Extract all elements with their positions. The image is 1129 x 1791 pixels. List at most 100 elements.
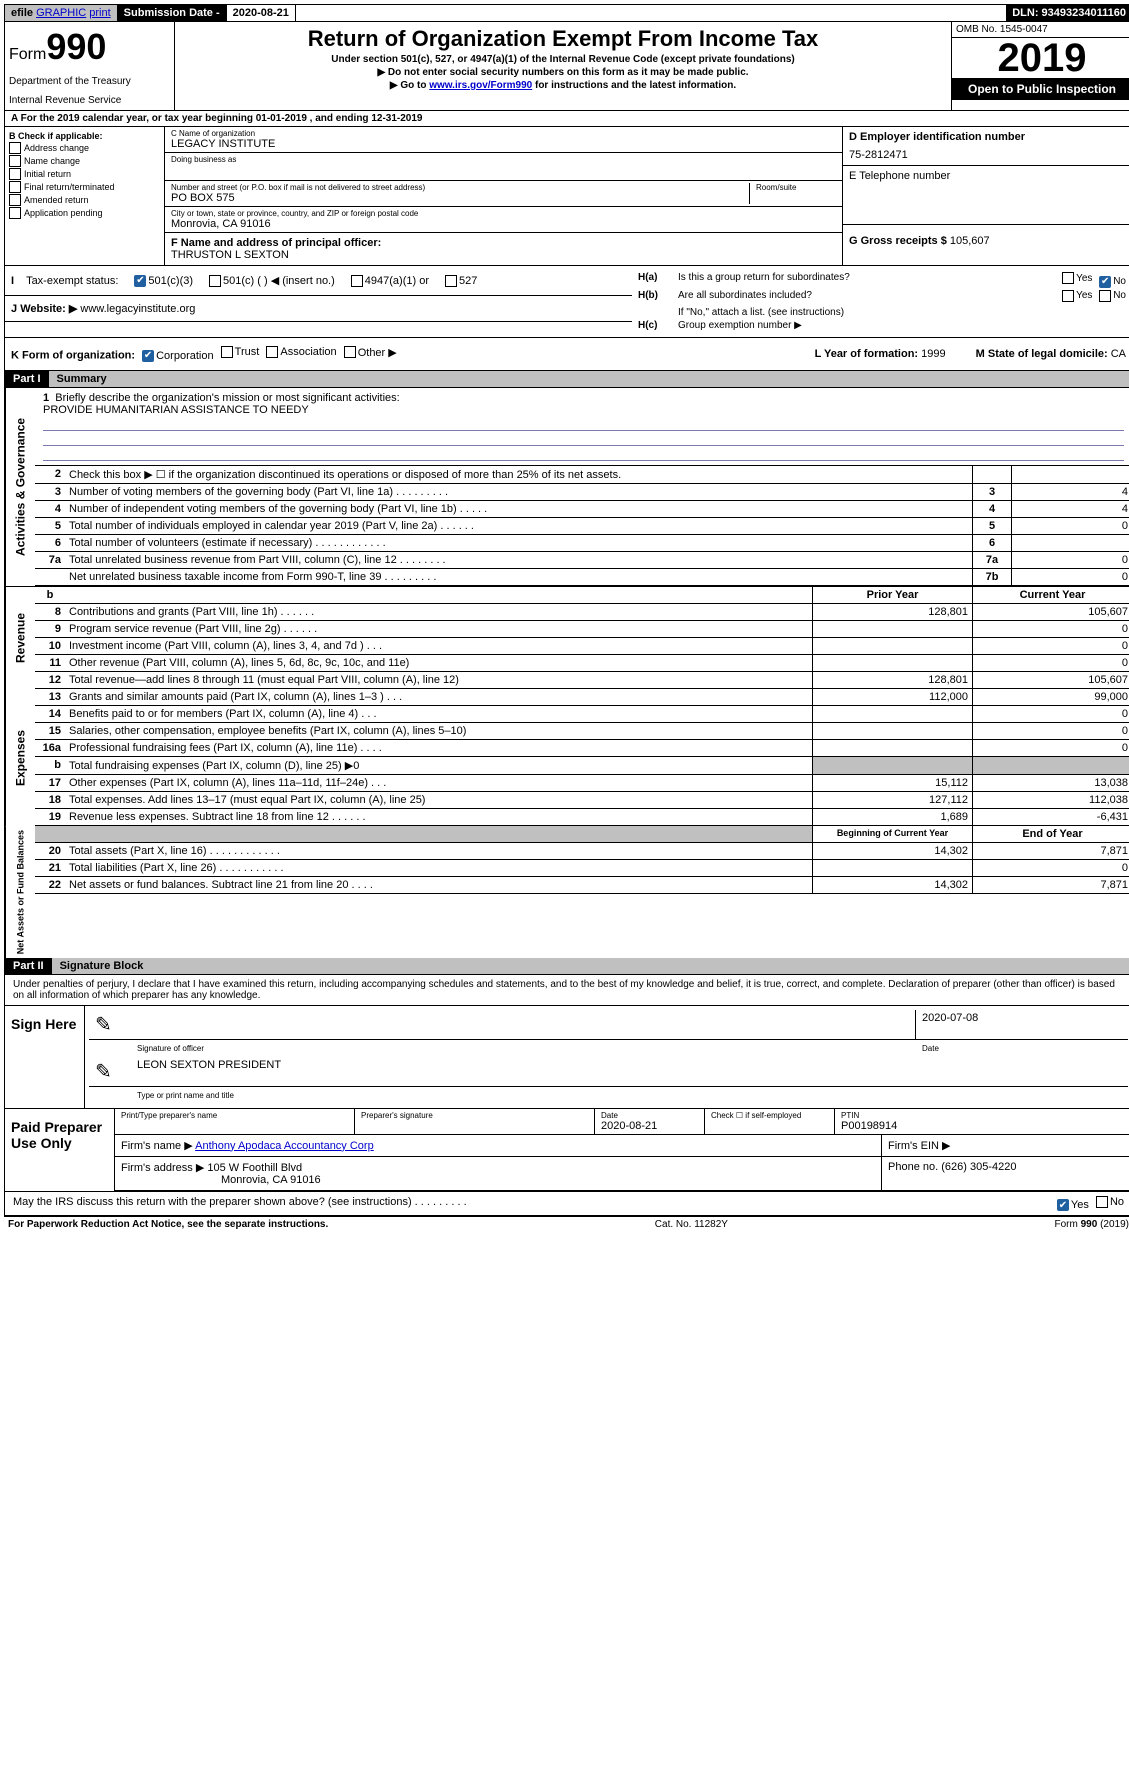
current-val: 0 [972,638,1129,654]
j-url: www.legacyinstitute.org [80,303,195,315]
opt-501c[interactable]: 501(c) ( ) ◀ (insert no.) [209,274,335,287]
firm-name[interactable]: Anthony Apodaca Accountancy Corp [195,1140,374,1152]
firm-addr1: 105 W Foothill Blvd [207,1162,302,1174]
row-num: 19 [35,809,65,825]
hb-no[interactable]: No [1099,290,1126,302]
row-k: K Form of organization: ✔Corporation Tru… [4,338,1129,371]
top-bar: efile GRAPHIC print Submission Date - 20… [4,4,1129,22]
chk-pending[interactable]: Application pending [9,207,160,219]
data-row: 22 Net assets or fund balances. Subtract… [35,877,1129,894]
chk-name[interactable]: Name change [9,155,160,167]
current-val: 7,871 [972,843,1129,859]
governance-row: 6 Total number of volunteers (estimate i… [35,535,1129,552]
ha-yes[interactable]: Yes [1062,272,1092,284]
row-val: 4 [1012,501,1129,517]
checkbox-icon [9,155,21,167]
k-assoc[interactable]: Association [266,346,336,358]
current-val: 105,607 [972,672,1129,688]
irs-link[interactable]: www.irs.gov/Form990 [429,80,532,91]
name-title: LEON SEXTON PRESIDENT [131,1057,1128,1086]
hc-text: Group exemption number ▶ [678,320,1126,331]
governance-row: 3 Number of voting members of the govern… [35,484,1129,501]
hb-note: If "No," attach a list. (see instruction… [678,307,1126,318]
blank-line [43,416,1124,431]
row-val: 0 [1012,518,1129,534]
chk-amended[interactable]: Amended return [9,194,160,206]
part2-subtitle: Signature Block [52,958,1129,974]
checkbox-icon [1062,290,1074,302]
governance-section: Activities & Governance 1 Briefly descri… [4,388,1129,586]
k-corp[interactable]: ✔Corporation [142,350,213,362]
g-block: G Gross receipts $ 105,607 [843,225,1129,257]
data-row: 8 Contributions and grants (Part VIII, l… [35,604,1129,621]
row-text: Total liabilities (Part X, line 26) . . … [65,860,812,876]
dln: DLN: 93493234011160 [1006,5,1129,21]
current-val: 0 [972,706,1129,722]
b-cell: b [35,587,65,603]
chk-initial[interactable]: Initial return [9,168,160,180]
ha-no[interactable]: ✔No [1099,276,1126,288]
part2-header: Part II Signature Block [4,958,1129,975]
row-text: Net assets or fund balances. Subtract li… [65,877,812,893]
discuss-no[interactable]: No [1096,1196,1124,1208]
current-val: 0 [972,621,1129,637]
ha-label: H(a) [638,272,678,288]
data-row: 19 Revenue less expenses. Subtract line … [35,809,1129,826]
prior-val: 1,689 [812,809,972,825]
i-text: Tax-exempt status: [26,275,118,287]
discuss-yes[interactable]: ✔Yes [1057,1199,1089,1211]
hb-label: H(b) [638,290,678,305]
row-text: Revenue less expenses. Subtract line 18 … [65,809,812,825]
row-num: 6 [35,535,65,551]
governance-row: 4 Number of independent voting members o… [35,501,1129,518]
row-text: Program service revenue (Part VIII, line… [65,621,812,637]
checkbox-icon [9,207,21,219]
hb-text: Are all subordinates included? [678,290,1058,305]
sub3-post: for instructions and the latest informat… [532,80,736,91]
current-val: -6,431 [972,809,1129,825]
opt-4947[interactable]: 4947(a)(1) or [351,275,429,287]
expenses-body: 13 Grants and similar amounts paid (Part… [35,689,1129,826]
prior-val [812,860,972,876]
hb-yes[interactable]: Yes [1062,290,1092,302]
sig-officer-label: Signature of officer [131,1042,916,1055]
row-text: Total number of individuals employed in … [65,518,972,534]
pr-ptin-val: P00198914 [841,1120,1126,1132]
row-num: 16a [35,740,65,756]
pr-check-label: Check ☐ if self-employed [711,1111,828,1120]
current-val [972,757,1129,774]
entity-block: B Check if applicable: Address change Na… [4,127,1129,265]
org-name: LEGACY INSTITUTE [171,138,836,150]
g-label: G Gross receipts $ [849,235,950,247]
governance-row: 5 Total number of individuals employed i… [35,518,1129,535]
revenue-body: b Prior Year Current Year 8 Contribution… [35,587,1129,689]
opt-527[interactable]: 527 [445,275,477,287]
row-text: Net unrelated business taxable income fr… [65,569,972,585]
data-row: 17 Other expenses (Part IX, column (A), … [35,775,1129,792]
check-icon: ✔ [134,275,146,287]
opt-501c3[interactable]: ✔501(c)(3) [134,275,193,287]
print-link[interactable]: print [89,7,110,19]
row-text: Number of independent voting members of … [65,501,972,517]
check-icon: ✔ [1057,1199,1069,1211]
f-label: F Name and address of principal officer: [171,237,836,249]
prior-val: 112,000 [812,689,972,705]
row-box: 4 [972,501,1012,517]
chk-address[interactable]: Address change [9,142,160,154]
firm-addr-label: Firm's address ▶ [121,1162,207,1174]
governance-row: 2 Check this box ▶ ☐ if the organization… [35,466,1129,484]
entity-name-column: C Name of organization LEGACY INSTITUTE … [165,127,842,265]
row-num: 14 [35,706,65,722]
k-trust[interactable]: Trust [221,346,260,358]
chk-final[interactable]: Final return/terminated [9,181,160,193]
graphic-link[interactable]: GRAPHIC [36,7,86,19]
k-other[interactable]: Other ▶ [344,346,397,359]
mission-block: 1 Briefly describe the organization's mi… [35,388,1129,466]
tax-year: 2019 [952,38,1129,78]
current-val: 112,038 [972,792,1129,808]
row-num: 12 [35,672,65,688]
check-b-label: B Check if applicable: [9,131,160,141]
current-val: 99,000 [972,689,1129,705]
netassets-body: Beginning of Current Year End of Year 20… [35,826,1129,958]
checkbox-icon [351,275,363,287]
